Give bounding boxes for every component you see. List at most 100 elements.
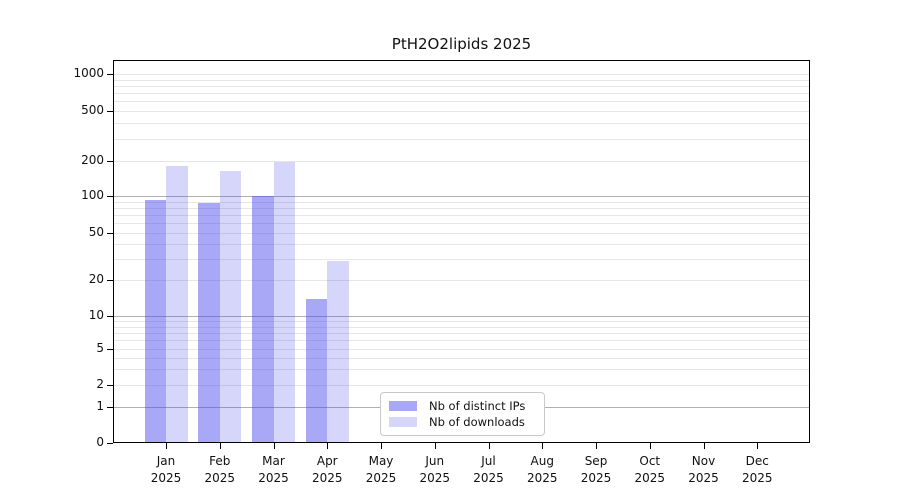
x-tick-year: 2025 (150, 471, 182, 485)
legend-swatch-downloads (389, 417, 417, 427)
x-tick-year: 2025 (526, 471, 558, 485)
x-tick-mark (488, 443, 490, 449)
x-tick-label: Dec 2025 (729, 453, 785, 487)
y-tick-label: 1000 (73, 66, 104, 80)
x-tick-mark (434, 443, 436, 449)
x-tick-year: 2025 (365, 471, 397, 485)
y-gridline-minor (113, 161, 810, 162)
y-gridline-minor (113, 101, 810, 103)
y-gridline-minor (113, 332, 810, 334)
x-tick-mark (219, 443, 221, 449)
y-gridline-major (113, 316, 810, 317)
x-tick-label: Mar 2025 (246, 453, 302, 487)
y-gridline-minor (113, 223, 810, 225)
y-tick-label: 2 (96, 377, 104, 391)
x-tick-mark (596, 443, 597, 449)
x-tick-month: Jul (481, 454, 496, 468)
x-tick-label: May 2025 (353, 453, 409, 487)
x-tick-mark (327, 443, 329, 449)
bar-distinct-ips-feb (198, 203, 220, 443)
x-tick-year: 2025 (473, 471, 504, 485)
y-tick-label: 500 (81, 103, 104, 117)
y-gridline-minor (113, 233, 810, 234)
x-tick-year: 2025 (688, 471, 719, 485)
x-tick-label: Sep 2025 (568, 453, 624, 487)
legend-label-distinct-ips: Nb of distinct IPs (429, 399, 526, 413)
x-tick-month: Aug (530, 454, 554, 468)
x-tick-year: 2025 (204, 471, 236, 485)
y-gridline-minor (113, 385, 810, 386)
legend-item-distinct-ips: Nb of distinct IPs (387, 398, 538, 414)
chart-title: PtH2O2lipids 2025 (391, 35, 532, 53)
y-gridline-minor (113, 123, 810, 125)
y-gridline-minor (113, 201, 810, 203)
y-gridline-minor (113, 340, 810, 342)
bar-downloads-feb (219, 170, 242, 443)
y-tick-label: 20 (88, 272, 104, 286)
x-tick-label: Nov 2025 (676, 453, 732, 487)
y-gridline-major (113, 196, 810, 197)
bar-downloads-apr (327, 260, 349, 443)
y-gridline-minor (113, 369, 810, 371)
x-tick-month: Apr (316, 454, 338, 468)
bar-distinct-ips-mar (252, 196, 274, 443)
y-gridline-minor (113, 85, 810, 87)
legend-swatch-distinct-ips (389, 401, 417, 411)
x-tick-mark (381, 443, 382, 449)
y-tick-mark (107, 443, 113, 444)
y-gridline-minor (113, 349, 810, 350)
x-tick-month: Jan (156, 454, 176, 468)
x-tick-label: Aug 2025 (514, 453, 570, 487)
x-tick-mark (757, 443, 759, 449)
y-tick-label: 200 (81, 153, 104, 167)
legend: Nb of distinct IPs Nb of downloads (380, 392, 545, 436)
y-gridline-minor (113, 215, 810, 217)
y-gridline-minor (113, 357, 810, 359)
y-tick-label: 10 (88, 308, 104, 322)
y-gridline-minor (113, 79, 810, 81)
y-tick-label: 100 (81, 188, 104, 202)
legend-label-downloads: Nb of downloads (429, 415, 525, 429)
y-gridline-minor (113, 93, 810, 95)
y-tick-label: 1 (96, 399, 104, 413)
y-tick-label: 50 (88, 225, 104, 239)
x-tick-mark (649, 443, 651, 449)
x-tick-year: 2025 (419, 471, 451, 485)
y-tick-label: 5 (96, 341, 104, 355)
bar-downloads-jan (166, 166, 188, 443)
legend-item-downloads: Nb of downloads (387, 414, 538, 430)
x-tick-label: Oct 2025 (622, 453, 678, 487)
plot-area (113, 60, 810, 443)
y-gridline-minor (113, 259, 810, 261)
x-tick-month: Jun (425, 454, 445, 468)
x-tick-month: Feb (209, 454, 231, 468)
y-gridline-minor (113, 321, 810, 323)
x-tick-mark (166, 443, 167, 449)
x-tick-label: Jul 2025 (461, 453, 517, 487)
x-tick-label: Apr 2025 (299, 453, 355, 487)
x-tick-label: Feb 2025 (192, 453, 248, 487)
y-gridline-minor (113, 138, 810, 140)
x-tick-month: Oct (639, 454, 661, 468)
y-gridline-minor (113, 244, 810, 246)
x-tick-month: Sep (584, 454, 608, 468)
bar-distinct-ips-jan (144, 200, 166, 443)
x-tick-mark (542, 443, 544, 449)
y-gridline-minor (113, 207, 810, 209)
x-tick-year: 2025 (580, 471, 612, 485)
y-gridline-minor (113, 326, 810, 328)
y-tick-label: 0 (96, 435, 104, 449)
x-tick-month: Mar (262, 454, 285, 468)
x-tick-mark (703, 443, 705, 449)
x-tick-month: May (368, 454, 394, 468)
x-tick-label: Jan 2025 (138, 453, 194, 487)
x-tick-year: 2025 (258, 471, 289, 485)
x-tick-year: 2025 (741, 471, 773, 485)
x-tick-year: 2025 (634, 471, 666, 485)
x-tick-year: 2025 (311, 471, 343, 485)
x-tick-month: Dec (745, 454, 769, 468)
x-tick-month: Nov (691, 454, 716, 468)
y-gridline-minor (113, 280, 810, 281)
bar-downloads-mar (273, 162, 295, 443)
